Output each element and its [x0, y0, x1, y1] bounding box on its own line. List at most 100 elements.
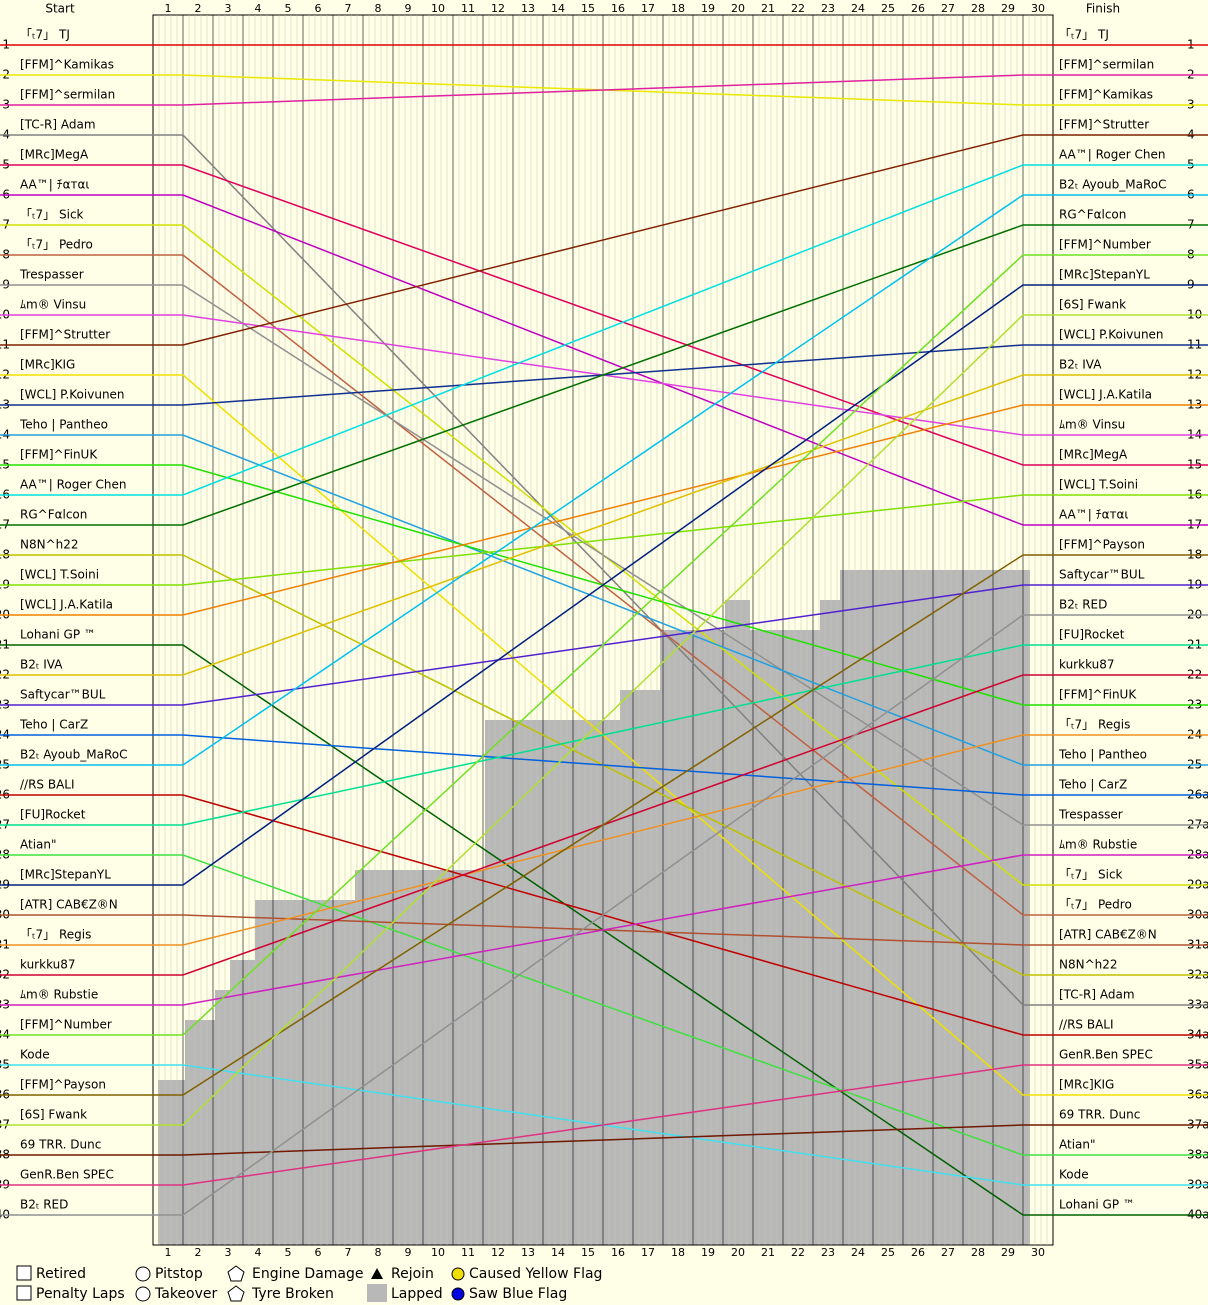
finish-driver-name: Teho | CarZ	[1058, 778, 1127, 792]
finish-driver-name: AA™| ﾁαтαι	[1059, 508, 1128, 522]
lap-label: 4	[255, 1246, 262, 1259]
start-driver-name: Trespasser	[19, 268, 84, 282]
legend-symbol	[451, 1267, 465, 1281]
driver-line	[153, 164, 1053, 466]
driver-line	[153, 554, 1053, 1096]
start-driver-name: B2ₜ RED	[20, 1198, 68, 1212]
start-driver-name: RG^Fαlcon	[20, 508, 87, 522]
finish-driver-name: 69 TRR. Dunc	[1059, 1108, 1140, 1122]
lap-label: 24	[851, 2, 865, 15]
start-driver-name: Lohani GP ™	[20, 628, 96, 642]
legend-symbol	[135, 1266, 151, 1282]
lap-label: 23	[821, 1246, 835, 1259]
lap-label: 4	[255, 2, 262, 15]
start-driver-name: GenR.Ben SPEC	[20, 1168, 114, 1182]
legend-symbol	[135, 1286, 151, 1302]
lap-label: 28	[971, 2, 985, 15]
driver-line	[153, 194, 1053, 526]
legend-label: Tyre Broken	[251, 1286, 334, 1302]
lap-label: 8	[375, 2, 382, 15]
finish-driver-name: 「ₜ7」 TJ	[1059, 28, 1109, 42]
finish-driver-name: kurkku87	[1059, 658, 1115, 672]
legend-symbol	[227, 1285, 245, 1302]
lap-label: 20	[731, 1246, 745, 1259]
finish-driver-name: N8N^h22	[1059, 958, 1118, 972]
lap-label: 2	[195, 2, 202, 15]
finish-driver-name: Saftycar™BUL	[1059, 568, 1145, 582]
finish-driver-name: [FFM]^FinUK	[1059, 688, 1137, 702]
finish-driver-name: B2ₜ IVA	[1059, 358, 1102, 372]
start-driver-name: [WCL] J.A.Katila	[20, 598, 113, 612]
start-driver-name: kurkku87	[20, 958, 76, 972]
start-driver-name: ﾑm® Vinsu	[20, 298, 86, 312]
start-driver-name: B2ₜ Ayoub_MaRoC	[20, 748, 128, 762]
lap-label: 28	[971, 1246, 985, 1259]
finish-driver-name: Teho | Pantheo	[1058, 748, 1147, 762]
lap-label: 25	[881, 2, 895, 15]
start-driver-name: [FFM]^Kamikas	[20, 58, 114, 72]
lap-label: 20	[731, 2, 745, 15]
finish-driver-name: Kode	[1059, 1168, 1089, 1182]
legend-label: Takeover	[154, 1286, 217, 1302]
finish-driver-name: Trespasser	[1058, 808, 1123, 822]
finish-driver-name: [6S] Fwank	[1059, 298, 1126, 312]
finish-driver-name: Lohani GP ™	[1059, 1198, 1135, 1212]
finish-driver-name: [MRc]StepanYL	[1059, 268, 1150, 282]
lap-label: 24	[851, 1246, 865, 1259]
driver-line	[153, 614, 1053, 1216]
start-driver-name: 「ₜ7」 TJ	[20, 28, 70, 42]
finish-header: Finish	[1086, 2, 1120, 16]
driver-line	[153, 284, 1053, 886]
start-header: Start	[45, 2, 75, 16]
start-driver-name: [FFM]^FinUK	[20, 448, 98, 462]
driver-line	[153, 164, 1053, 496]
legend-symbol	[371, 1268, 383, 1279]
driver-line	[153, 284, 1053, 826]
finish-driver-name: [FFM]^Strutter	[1059, 118, 1149, 132]
driver-line	[153, 1124, 1053, 1156]
start-driver-name: [MRc]StepanYL	[20, 868, 111, 882]
finish-driver-name: [FFM]^Number	[1059, 238, 1151, 252]
driver-line	[153, 134, 1053, 346]
lap-label: 17	[641, 2, 655, 15]
lap-label: 29	[1001, 1246, 1015, 1259]
lap-label: 22	[791, 1246, 805, 1259]
lap-label: 7	[345, 1246, 352, 1259]
start-driver-name: [FU]Rocket	[20, 808, 86, 822]
lap-label: 9	[405, 1246, 412, 1259]
driver-line	[153, 1064, 1053, 1186]
start-driver-name: 「ₜ7」 Pedro	[20, 238, 93, 252]
lap-label: 14	[551, 1246, 565, 1259]
legend-label: Engine Damage	[252, 1266, 364, 1282]
lap-label: 12	[491, 1246, 505, 1259]
lap-label: 7	[345, 2, 352, 15]
legend-symbol	[367, 1284, 387, 1302]
finish-driver-name: [FU]Rocket	[1059, 628, 1125, 642]
lap-label: 16	[611, 2, 625, 15]
lap-label: 10	[431, 1246, 445, 1259]
lap-label: 26	[911, 2, 925, 15]
lap-label: 12	[491, 2, 505, 15]
finish-driver-name: AA™| Roger Chen	[1059, 148, 1165, 162]
driver-line	[153, 854, 1053, 1156]
lap-label: 19	[701, 1246, 715, 1259]
driver-line	[153, 734, 1053, 946]
lap-label: 11	[461, 1246, 475, 1259]
legend-symbol	[16, 1285, 32, 1301]
legend-label: Penalty Laps	[36, 1286, 125, 1302]
driver-line	[153, 74, 1053, 106]
lap-label: 6	[315, 2, 322, 15]
driver-line	[153, 254, 1053, 1036]
start-driver-name: Saftycar™BUL	[20, 688, 106, 702]
legend-label: Rejoin	[391, 1266, 434, 1282]
start-driver-name: N8N^h22	[20, 538, 79, 552]
legend-label: Pitstop	[155, 1266, 203, 1282]
driver-line	[153, 134, 1053, 1006]
finish-driver-name: [FFM]^Payson	[1059, 538, 1145, 552]
finish-driver-name: ﾑm® Rubstie	[1059, 838, 1137, 852]
start-driver-name: Atian"	[20, 838, 57, 852]
driver-line	[153, 374, 1053, 676]
start-driver-name: ﾑm® Rubstie	[20, 988, 98, 1002]
finish-driver-name: [FFM]^Kamikas	[1059, 88, 1153, 102]
